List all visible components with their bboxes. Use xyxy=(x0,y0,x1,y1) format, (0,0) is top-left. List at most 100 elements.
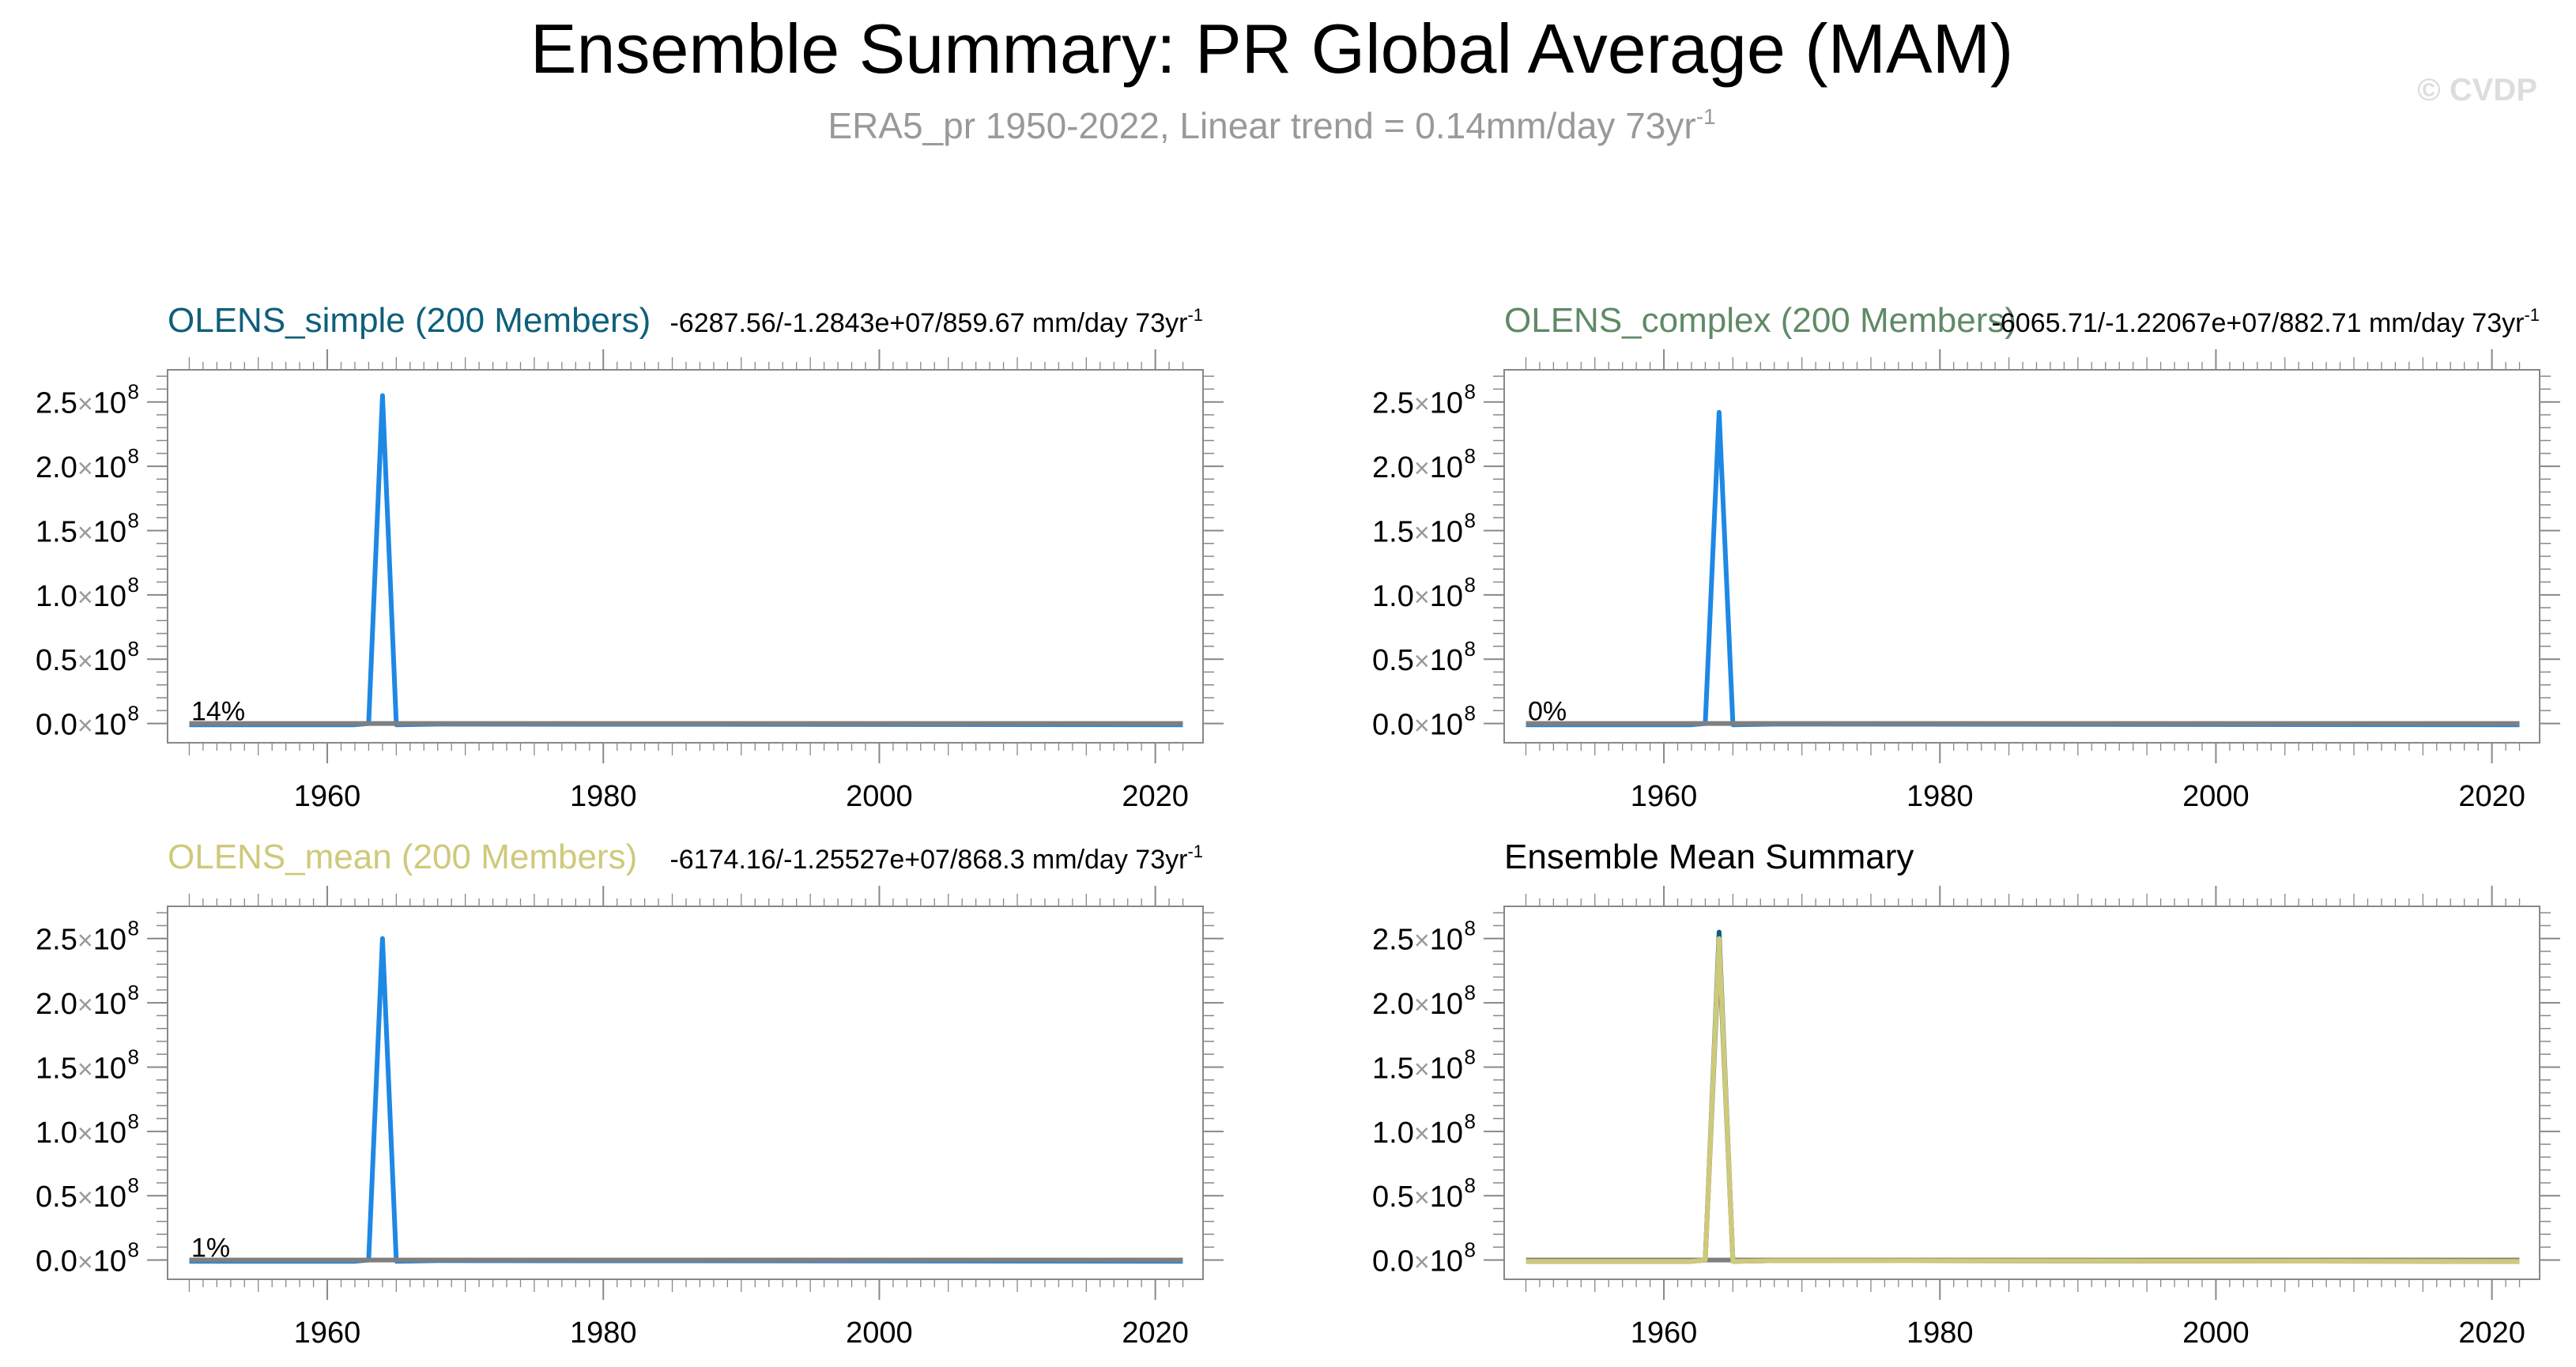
chart-panel-3: 0.0×1080.5×1081.0×1081.5×1082.0×1082.5×1… xyxy=(36,838,1224,1350)
y-tick-exponent: 8 xyxy=(128,917,139,940)
y-tick-base: 10 xyxy=(93,1117,126,1150)
x-tick-label: 1980 xyxy=(1907,1316,1974,1350)
y-tick-label: 1.5×108 xyxy=(1372,1045,1476,1085)
y-tick-base: 10 xyxy=(1430,1117,1463,1150)
y-tick-label: 0.5×108 xyxy=(1372,1173,1476,1214)
y-tick-value: 2.5 xyxy=(1372,924,1414,957)
y-tick-label: 2.5×108 xyxy=(1372,380,1476,420)
y-tick-exponent: 8 xyxy=(1465,981,1476,1004)
y-tick-value: 2.0 xyxy=(1372,988,1414,1021)
y-tick-times: × xyxy=(77,390,93,420)
x-tick-label: 2000 xyxy=(846,780,913,813)
y-tick-exponent: 8 xyxy=(128,444,139,468)
chart-panels: 0.0×1080.5×1081.0×1081.5×1082.0×1082.5×1… xyxy=(36,301,2560,1350)
x-tick-label: 2020 xyxy=(2458,1316,2525,1350)
y-tick-exponent: 8 xyxy=(1465,380,1476,404)
plot-frame xyxy=(167,906,1204,1280)
y-tick-times: × xyxy=(77,646,93,676)
y-tick-label: 2.5×108 xyxy=(36,380,139,420)
y-tick-base: 10 xyxy=(1430,1181,1463,1214)
panel-title: OLENS_simple (200 Members) xyxy=(168,301,651,340)
y-tick-exponent: 8 xyxy=(1465,573,1476,597)
x-tick-label: 1980 xyxy=(1907,780,1974,813)
y-tick-value: 0.0 xyxy=(36,1245,77,1279)
y-tick-value: 0.5 xyxy=(36,644,77,677)
y-tick-times: × xyxy=(1414,1183,1430,1213)
y-tick-base: 10 xyxy=(1430,515,1463,548)
x-tick-label: 1960 xyxy=(294,1316,361,1350)
panel-trend-stat: -6174.16/-1.25527e+07/868.3 mm/day 73yr-… xyxy=(669,842,1203,875)
y-tick-exponent: 8 xyxy=(128,1238,139,1262)
y-tick-times: × xyxy=(77,1119,93,1149)
y-tick-label: 2.5×108 xyxy=(1372,917,1476,957)
y-tick-base: 10 xyxy=(93,1245,126,1279)
y-tick-exponent: 8 xyxy=(1465,508,1476,532)
y-tick-times: × xyxy=(1414,1119,1430,1149)
rank-annotation: 14% xyxy=(191,697,245,727)
x-tick-label: 2000 xyxy=(846,1316,913,1350)
series-line-olens-complex xyxy=(1526,946,2520,1264)
y-tick-value: 0.5 xyxy=(36,1181,77,1214)
y-tick-exponent: 8 xyxy=(1465,1238,1476,1262)
plot-frame xyxy=(1503,906,2540,1280)
y-tick-value: 1.5 xyxy=(36,515,77,548)
y-tick-exponent: 8 xyxy=(1465,1109,1476,1133)
subtitle-text: ERA5_pr 1950-2022, Linear trend = 0.14mm… xyxy=(828,105,1695,146)
y-tick-value: 0.0 xyxy=(36,709,77,742)
y-tick-label: 2.5×108 xyxy=(36,917,139,957)
panel-title: Ensemble Mean Summary xyxy=(1504,838,1914,876)
y-tick-exponent: 8 xyxy=(128,1109,139,1133)
y-tick-exponent: 8 xyxy=(1465,1045,1476,1068)
trend-stat-text: -6065.71/-1.22067e+07/882.71 mm/day 73yr xyxy=(1992,308,2525,338)
x-tick-label: 1980 xyxy=(570,1316,637,1350)
y-tick-value: 2.0 xyxy=(36,451,77,484)
y-tick-value: 2.5 xyxy=(1372,387,1414,420)
y-tick-label: 0.0×108 xyxy=(36,702,139,742)
y-tick-label: 1.5×108 xyxy=(36,1045,139,1085)
y-tick-times: × xyxy=(1414,582,1430,612)
y-tick-base: 10 xyxy=(1430,709,1463,742)
y-tick-label: 1.0×108 xyxy=(1372,573,1476,613)
y-tick-times: × xyxy=(1414,1248,1430,1278)
y-tick-exponent: 8 xyxy=(1465,1173,1476,1197)
page-subtitle: ERA5_pr 1950-2022, Linear trend = 0.14mm… xyxy=(828,104,1715,146)
y-tick-value: 1.5 xyxy=(1372,515,1414,548)
y-tick-base: 10 xyxy=(1430,988,1463,1021)
panel-trend-stat: -6287.56/-1.2843e+07/859.67 mm/day 73yr-… xyxy=(669,305,1203,338)
chart-panel-1: 0.0×1080.5×1081.0×1081.5×1082.0×1082.5×1… xyxy=(36,301,1224,813)
y-tick-base: 10 xyxy=(93,580,126,613)
trend-stat-exponent: -1 xyxy=(1187,842,1203,861)
y-tick-times: × xyxy=(77,1054,93,1084)
y-tick-times: × xyxy=(1414,518,1430,548)
y-tick-exponent: 8 xyxy=(128,1045,139,1068)
y-tick-label: 0.0×108 xyxy=(1372,702,1476,742)
x-tick-label: 2000 xyxy=(2182,780,2250,813)
y-tick-base: 10 xyxy=(93,451,126,484)
series-line-ensemble xyxy=(189,393,1183,728)
panel-trend-stat: -6065.71/-1.22067e+07/882.71 mm/day 73yr… xyxy=(1992,305,2540,338)
plot-frame xyxy=(1503,369,2540,744)
y-tick-times: × xyxy=(1414,926,1430,956)
y-tick-label: 2.0×108 xyxy=(36,444,139,484)
y-tick-label: 2.0×108 xyxy=(36,981,139,1021)
panel-title: OLENS_complex (200 Members) xyxy=(1504,301,2016,340)
y-tick-base: 10 xyxy=(93,709,126,742)
trend-stat-exponent: -1 xyxy=(1187,305,1203,325)
x-tick-label: 1980 xyxy=(570,780,637,813)
y-tick-value: 1.0 xyxy=(36,580,77,613)
y-tick-label: 2.0×108 xyxy=(1372,444,1476,484)
y-tick-exponent: 8 xyxy=(128,380,139,404)
y-tick-base: 10 xyxy=(93,515,126,548)
y-tick-value: 0.5 xyxy=(1372,644,1414,677)
y-tick-value: 2.0 xyxy=(36,988,77,1021)
y-tick-base: 10 xyxy=(1430,924,1463,957)
y-tick-times: × xyxy=(77,1248,93,1278)
y-tick-times: × xyxy=(1414,990,1430,1020)
trend-stat-text: -6174.16/-1.25527e+07/868.3 mm/day 73yr xyxy=(669,845,1187,875)
y-tick-label: 0.5×108 xyxy=(1372,637,1476,677)
y-tick-value: 1.5 xyxy=(36,1052,77,1085)
y-tick-base: 10 xyxy=(93,1181,126,1214)
y-tick-label: 0.0×108 xyxy=(36,1238,139,1279)
x-tick-label: 2020 xyxy=(2458,780,2525,813)
